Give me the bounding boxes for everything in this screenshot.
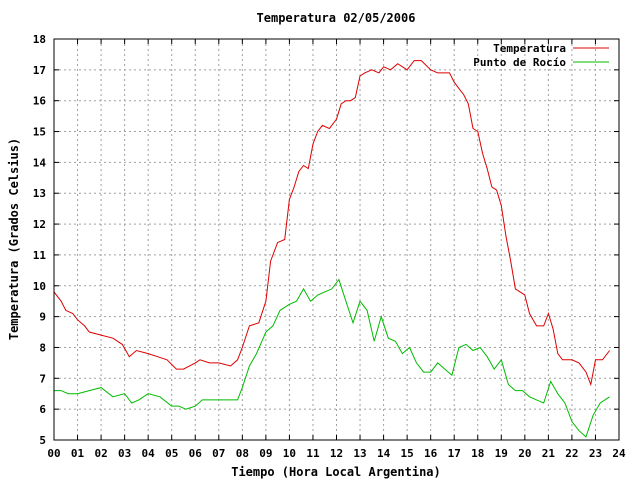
y-tick-label: 10: [33, 280, 46, 293]
x-tick-labels: 00 01 02 03 04 05 06 07 08 09 10 11 12 13 14 15 16 17 18 19…: [47, 447, 626, 460]
legend-label-punto-de-rocio: Punto de Rocío: [473, 56, 566, 69]
y-tick-label: 18: [33, 33, 46, 46]
legend: Temperatura Punto de Rocío: [473, 42, 609, 69]
x-tick-label: 02: [94, 447, 107, 460]
x-tick-label: 18: [471, 447, 484, 460]
x-tick-label: 03: [118, 447, 131, 460]
x-tick-label: 13: [353, 447, 366, 460]
y-tick-label: 12: [33, 218, 46, 231]
y-tick-label: 6: [39, 403, 46, 416]
legend-label-temperatura: Temperatura: [493, 42, 566, 55]
x-tick-label: 01: [71, 447, 85, 460]
x-tick-label: 00: [47, 447, 60, 460]
x-tick-label: 15: [401, 447, 414, 460]
x-tick-label: 14: [377, 447, 391, 460]
series-lines: [53, 60, 610, 438]
series-line-punto-de-rocio: [54, 278, 610, 438]
x-tick-label: 22: [565, 447, 578, 460]
x-tick-label: 16: [424, 447, 438, 460]
chart-title: Temperatura 02/05/2006: [257, 11, 416, 25]
series-line-temperatura: [53, 60, 610, 387]
y-tick-label: 16: [33, 95, 47, 108]
x-tick-label: 06: [189, 447, 203, 460]
y-axis-label: Temperatura (Grados Celsius): [7, 138, 21, 340]
plot-frame: [53, 38, 620, 441]
y-tick-label: 17: [33, 64, 46, 77]
y-tick-label: 7: [39, 372, 46, 385]
x-axis-label: Tiempo (Hora Local Argentina): [231, 465, 441, 479]
y-tick-label: 14: [33, 156, 47, 169]
x-tick-label: 07: [212, 447, 225, 460]
y-tick-label: 13: [33, 187, 46, 200]
y-tick-label: 5: [39, 434, 46, 447]
x-tick-label: 17: [448, 447, 461, 460]
x-tick-label: 04: [142, 447, 156, 460]
x-tick-label: 12: [330, 447, 343, 460]
y-tick-label: 11: [33, 249, 47, 262]
x-tick-label: 21: [542, 447, 556, 460]
x-tick-label: 08: [236, 447, 249, 460]
y-tick-label: 9: [39, 311, 46, 324]
x-tick-label: 23: [589, 447, 602, 460]
x-tick-label: 24: [612, 447, 626, 460]
grid: [53, 38, 620, 441]
x-tick-label: 19: [495, 447, 508, 460]
y-tick-labels: 5 6 7 8 9 10 11 12 13 14 15 16 17 18: [33, 33, 47, 447]
x-tick-label: 11: [306, 447, 320, 460]
y-tick-label: 15: [33, 126, 46, 139]
x-tick-label: 05: [165, 447, 178, 460]
x-tick-label: 10: [283, 447, 296, 460]
x-tick-label: 09: [259, 447, 272, 460]
y-tick-label: 8: [39, 341, 46, 354]
x-tick-label: 20: [518, 447, 531, 460]
